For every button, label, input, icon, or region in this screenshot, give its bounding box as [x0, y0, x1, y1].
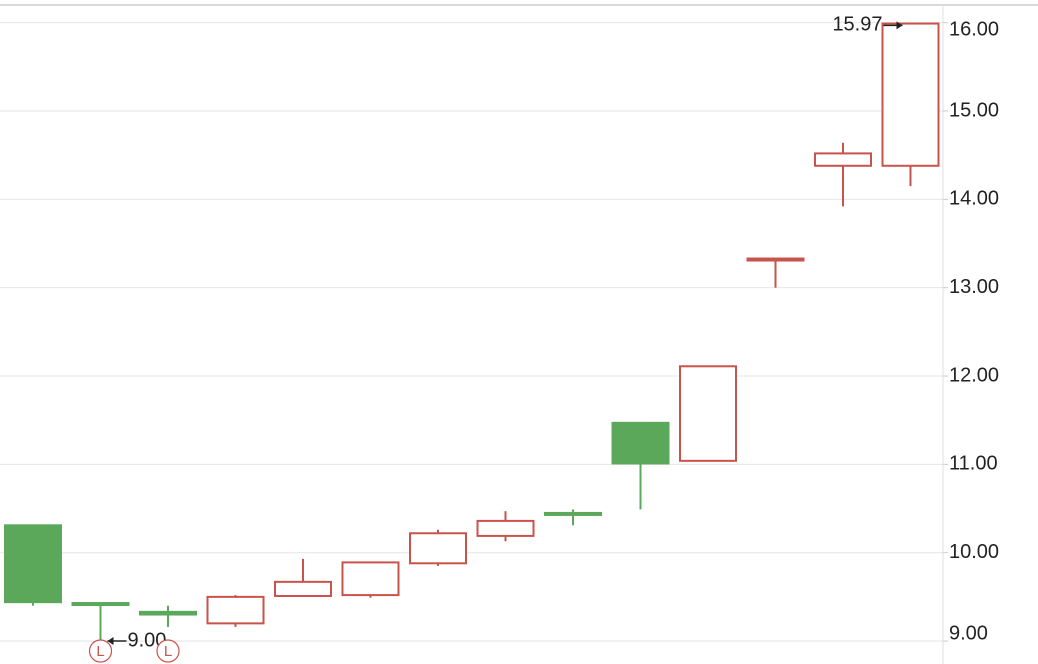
candle-body	[679, 365, 737, 462]
high-label: 15.97	[832, 14, 882, 36]
candle-body	[544, 511, 602, 516]
candle-body	[881, 22, 940, 167]
y-tick-label: 10.00	[949, 541, 999, 563]
y-tick-label: 13.00	[949, 276, 999, 298]
candle-body	[476, 519, 535, 537]
y-tick-label: 12.00	[949, 364, 999, 386]
y-tick-label: 16.00	[949, 18, 999, 40]
candle-body	[746, 257, 805, 262]
low-marker	[156, 639, 180, 663]
y-tick-label: 14.00	[949, 188, 999, 210]
low-marker-label: L	[164, 643, 172, 660]
candle-body	[274, 580, 332, 597]
candle-body	[409, 532, 467, 565]
candle-body	[206, 595, 265, 625]
candle-body	[71, 602, 130, 607]
annotation-arrowhead	[896, 21, 903, 30]
low-label: 9.00	[128, 629, 167, 651]
y-tick-label: 15.00	[949, 99, 999, 121]
candle-body	[341, 561, 400, 597]
annotation-arrowhead	[107, 637, 114, 646]
candle-body	[4, 524, 62, 604]
candle-body	[611, 421, 670, 465]
low-marker-label: L	[96, 643, 104, 660]
low-marker	[88, 639, 113, 663]
y-tick-label: 11.00	[949, 453, 998, 475]
candle-body	[814, 152, 872, 167]
y-tick-label: 9.00	[949, 622, 988, 644]
candle-body	[139, 610, 197, 616]
